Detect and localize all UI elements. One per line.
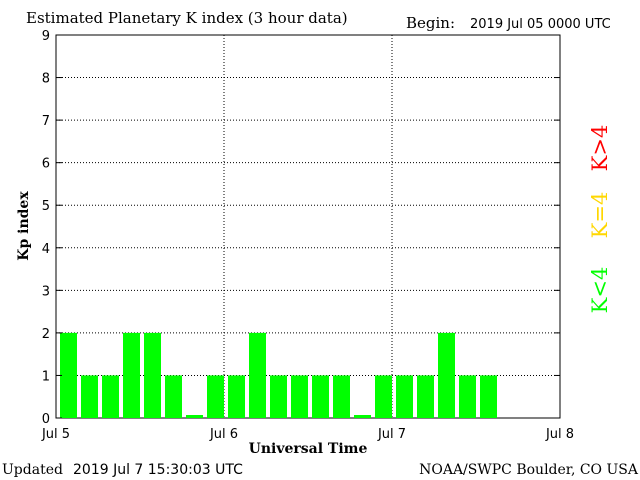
kp-bar bbox=[417, 375, 434, 418]
y-axis-ticks: 0 1 2 3 4 5 6 7 8 9 bbox=[42, 29, 560, 427]
kp-bar bbox=[291, 375, 308, 418]
legend-k-greater-4: K>4 bbox=[588, 125, 612, 172]
kp-bar bbox=[459, 375, 476, 418]
x-tick-label: Jul 8 bbox=[545, 427, 574, 442]
kp-bar bbox=[396, 375, 413, 418]
begin-value: 2019 Jul 05 0000 UTC bbox=[470, 17, 611, 32]
y-axis-label: Kp index bbox=[16, 191, 32, 261]
kp-bar bbox=[123, 332, 140, 418]
kp-bar bbox=[60, 332, 77, 418]
kp-bar bbox=[81, 375, 98, 418]
x-tick-label: Jul 7 bbox=[377, 427, 406, 442]
kp-bar bbox=[270, 375, 287, 418]
y-tick-label: 4 bbox=[42, 242, 50, 257]
kp-bar bbox=[354, 415, 371, 418]
begin-label: Begin: bbox=[406, 14, 455, 32]
x-tick-label: Jul 5 bbox=[41, 427, 70, 442]
y-tick-label: 9 bbox=[42, 29, 50, 44]
kp-bar bbox=[438, 332, 455, 418]
source-credit: NOAA/SWPC Boulder, CO USA bbox=[419, 462, 639, 478]
kp-bar bbox=[144, 332, 161, 418]
y-tick-label: 1 bbox=[42, 369, 50, 384]
bar-series bbox=[60, 332, 497, 418]
y-tick-label: 7 bbox=[42, 114, 50, 129]
x-axis-ticks: Jul 5 Jul 6 Jul 7 Jul 8 bbox=[41, 427, 574, 442]
legend-k-less-4: K<4 bbox=[588, 267, 612, 314]
x-tick-label: Jul 6 bbox=[209, 427, 238, 442]
y-tick-label: 8 bbox=[42, 72, 50, 87]
legend-k-equal-4: K=4 bbox=[588, 192, 612, 239]
updated-value: 2019 Jul 7 15:30:03 UTC bbox=[73, 462, 243, 478]
y-tick-label: 3 bbox=[42, 284, 50, 299]
kp-bar bbox=[312, 375, 329, 418]
kp-bar bbox=[186, 415, 203, 418]
kp-bar bbox=[375, 375, 392, 418]
kp-bar bbox=[228, 375, 245, 418]
y-tick-label: 2 bbox=[42, 327, 50, 342]
y-tick-label: 0 bbox=[42, 412, 50, 427]
kp-bar bbox=[333, 375, 350, 418]
kp-bar bbox=[480, 375, 497, 418]
kp-bar bbox=[249, 332, 266, 418]
y-tick-label: 6 bbox=[42, 157, 50, 172]
chart-title: Estimated Planetary K index (3 hour data… bbox=[26, 9, 348, 27]
x-axis-label: Universal Time bbox=[249, 441, 368, 457]
kp-bar bbox=[207, 375, 224, 418]
kp-bar bbox=[102, 375, 119, 418]
kp-bar bbox=[165, 375, 182, 418]
y-tick-label: 5 bbox=[42, 199, 50, 214]
updated-label: Updated bbox=[2, 462, 63, 478]
